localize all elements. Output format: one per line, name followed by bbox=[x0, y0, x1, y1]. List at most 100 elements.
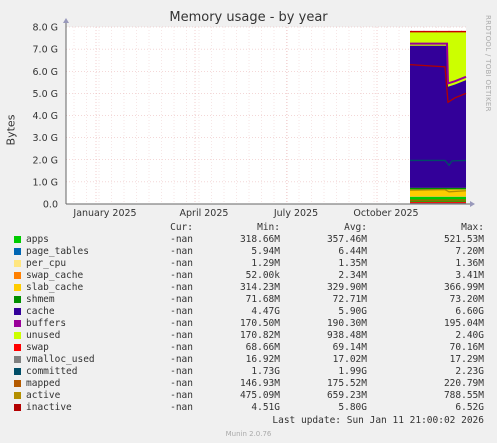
legend-swatch bbox=[14, 332, 21, 339]
legend-row: unused -nan 170.82M 938.48M 2.40G bbox=[0, 330, 497, 342]
legend-series-name: apps bbox=[26, 234, 49, 245]
legend-max: 2.23G bbox=[455, 366, 484, 377]
data-areas bbox=[410, 31, 467, 204]
legend-series-name: mapped bbox=[26, 378, 61, 389]
legend-swatch bbox=[14, 296, 21, 303]
legend-max: 195.04M bbox=[443, 318, 484, 329]
legend-row: swap -nan 68.66M 69.14M 70.16M bbox=[0, 342, 497, 354]
legend-min: 4.51G bbox=[251, 402, 280, 413]
legend-min: 52.00k bbox=[245, 270, 280, 281]
legend-max: 17.29M bbox=[449, 354, 484, 365]
legend-series-name: shmem bbox=[26, 294, 55, 305]
legend-max: 3.41M bbox=[455, 270, 484, 281]
area-shmem bbox=[410, 187, 466, 190]
legend-cur: -nan bbox=[170, 342, 193, 353]
legend-min: 170.82M bbox=[239, 330, 280, 341]
legend-cur: -nan bbox=[170, 354, 193, 365]
legend-swatch bbox=[14, 344, 21, 351]
legend-avg: 5.90G bbox=[338, 306, 367, 317]
legend-cur: -nan bbox=[170, 366, 193, 377]
legend-series-name: page_tables bbox=[26, 246, 89, 257]
y-tick-label: 0.0 bbox=[43, 200, 58, 211]
legend-avg: 5.80G bbox=[338, 402, 367, 413]
legend-series-name: per_cpu bbox=[26, 258, 67, 269]
y-tick-label: 3.0 G bbox=[33, 133, 59, 144]
legend-min: 475.09M bbox=[239, 390, 280, 401]
legend-avg: 329.90M bbox=[326, 282, 367, 293]
area-slab-cache bbox=[410, 189, 466, 197]
legend-cur: -nan bbox=[170, 246, 193, 257]
legend-swatch bbox=[14, 260, 21, 267]
legend-row: vmalloc_used -nan 16.92M 17.02M 17.29M bbox=[0, 354, 497, 366]
legend-max: 6.60G bbox=[455, 306, 484, 317]
munin-version: Munin 2.0.76 bbox=[225, 430, 272, 438]
legend-max: 6.52G bbox=[455, 402, 484, 413]
col-cur-header: Cur: bbox=[170, 222, 193, 233]
memory-chart: 0.0 1.0 G 2.0 G 3.0 G 4.0 G 5.0 G 6.0 G 7.0 G 8.… bbox=[33, 18, 475, 219]
legend-header: Cur: Min: Avg: Max: bbox=[0, 222, 497, 234]
legend-row: active -nan 475.09M 659.23M 788.55M bbox=[0, 390, 497, 402]
x-tick-label: July 2025 bbox=[273, 208, 318, 219]
legend-swatch bbox=[14, 320, 21, 327]
legend-cur: -nan bbox=[170, 294, 193, 305]
legend-swatch bbox=[14, 308, 21, 315]
legend-row: inactive -nan 4.51G 5.80G 6.52G bbox=[0, 402, 497, 414]
legend-max: 220.79M bbox=[443, 378, 484, 389]
legend-cur: -nan bbox=[170, 234, 193, 245]
y-tick-label: 6.0 G bbox=[33, 67, 59, 78]
legend-series-name: cache bbox=[26, 306, 55, 317]
y-tick-label: 4.0 G bbox=[33, 111, 59, 122]
legend-min: 318.66M bbox=[239, 234, 280, 245]
legend-row: slab_cache -nan 314.23M 329.90M 366.99M bbox=[0, 282, 497, 294]
legend-avg: 6.44M bbox=[338, 246, 367, 257]
legend-min: 71.68M bbox=[245, 294, 280, 305]
x-tick-label: January 2025 bbox=[72, 208, 136, 219]
legend-row: committed -nan 1.73G 1.99G 2.23G bbox=[0, 366, 497, 378]
legend-cur: -nan bbox=[170, 282, 193, 293]
grid bbox=[66, 26, 466, 205]
legend-avg: 659.23M bbox=[326, 390, 367, 401]
y-axis-arrow-icon bbox=[63, 18, 69, 23]
legend-row: per_cpu -nan 1.29M 1.35M 1.36M bbox=[0, 258, 497, 270]
legend-max: 7.20M bbox=[455, 246, 484, 257]
legend-avg: 69.14M bbox=[332, 342, 367, 353]
legend-min: 146.93M bbox=[239, 378, 280, 389]
col-max-header: Max: bbox=[461, 222, 484, 233]
legend-series-name: vmalloc_used bbox=[26, 354, 95, 365]
legend-cur: -nan bbox=[170, 318, 193, 329]
last-update: Last update: Sun Jan 11 21:00:02 2026 bbox=[272, 415, 484, 426]
legend-series-name: committed bbox=[26, 366, 78, 377]
legend-max: 366.99M bbox=[443, 282, 484, 293]
y-tick-label: 5.0 G bbox=[33, 89, 59, 100]
legend-swatch bbox=[14, 272, 21, 279]
legend-cur: -nan bbox=[170, 378, 193, 389]
legend-min: 68.66M bbox=[245, 342, 280, 353]
legend-series-name: buffers bbox=[26, 318, 67, 329]
legend-avg: 1.35M bbox=[338, 258, 367, 269]
legend-avg: 2.34M bbox=[338, 270, 367, 281]
legend-swatch bbox=[14, 236, 21, 243]
legend-swatch bbox=[14, 392, 21, 399]
legend-avg: 72.71M bbox=[332, 294, 367, 305]
legend-swatch bbox=[14, 284, 21, 291]
legend-row: swap_cache -nan 52.00k 2.34M 3.41M bbox=[0, 270, 497, 282]
legend-cur: -nan bbox=[170, 258, 193, 269]
legend-row: mapped -nan 146.93M 175.52M 220.79M bbox=[0, 378, 497, 390]
x-axis-arrow-icon bbox=[470, 201, 475, 207]
legend-avg: 1.99G bbox=[338, 366, 367, 377]
legend-swatch bbox=[14, 380, 21, 387]
legend-max: 1.36M bbox=[455, 258, 484, 269]
y-tick-label: 8.0 G bbox=[33, 23, 59, 34]
y-tick-label: 7.0 G bbox=[33, 45, 59, 56]
rrdtool-credit: RRDTOOL / TOBI OETIKER bbox=[484, 15, 492, 112]
legend-min: 4.47G bbox=[251, 306, 280, 317]
legend-avg: 357.46M bbox=[326, 234, 367, 245]
area-buffers bbox=[410, 42, 467, 85]
legend-series-name: inactive bbox=[26, 402, 72, 413]
legend-avg: 190.30M bbox=[326, 318, 367, 329]
col-avg-header: Avg: bbox=[344, 222, 367, 233]
legend-max: 2.40G bbox=[455, 330, 484, 341]
legend-min: 1.29M bbox=[251, 258, 280, 269]
legend-max: 521.53M bbox=[443, 234, 484, 245]
legend-cur: -nan bbox=[170, 306, 193, 317]
